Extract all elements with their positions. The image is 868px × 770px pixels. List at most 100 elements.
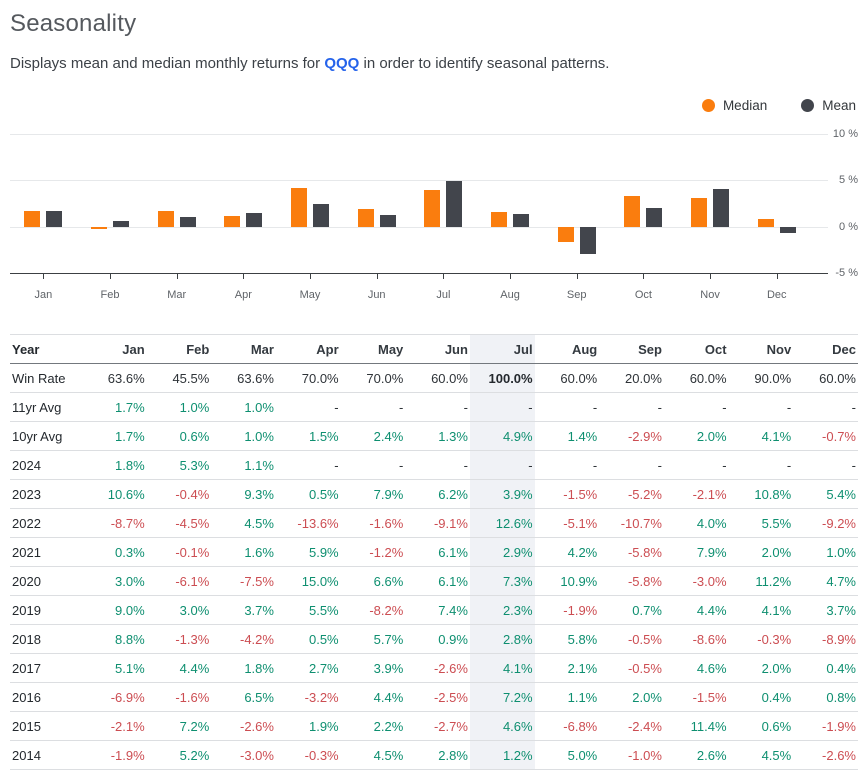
table-cell: 100.0% [469,363,535,393]
median-bar-apr[interactable] [224,215,241,227]
table-cell: 5.2% [146,740,212,770]
table-row-2022: 2022 -8.7% -4.5% 4.5% -13.6% -1.6% -9.1% 12.6% -… [10,508,858,538]
x-axis-tick [43,273,45,279]
x-axis-line [10,273,828,274]
table-cell: 0.6% [146,421,212,451]
x-axis-label-aug: Aug [500,289,520,301]
mean-bar-dec[interactable] [779,226,796,234]
col-header-may: May [340,334,406,364]
table-cell: 45.5% [146,363,212,393]
table-cell: -2.6% [793,740,858,770]
median-bar-feb[interactable] [91,226,107,230]
table-cell: 5.8% [534,624,600,654]
col-header-apr: Apr [275,334,341,364]
mean-bar-sep[interactable] [579,226,596,254]
table-cell: 5.3% [146,450,212,480]
y-axis-tick-label: 0 % [839,220,858,233]
x-axis-tick [510,273,512,279]
table-cell: 9.0% [82,595,147,625]
chart-y-axis: 10 % 5 % 0 % -5 % [816,128,858,279]
table-cell: 2.2% [340,711,406,741]
table-body: Win Rate 63.6% 45.5% 63.6% 70.0% 70.0% 60.0% 10… [10,363,858,770]
table-cell: 2.0% [728,537,794,567]
mean-bar-jul[interactable] [446,181,463,227]
x-axis-tick [376,273,378,279]
median-bar-dec[interactable] [757,219,774,227]
table-cell: - [340,450,406,480]
median-bar-sep[interactable] [557,226,574,243]
table-cell: 15.0% [275,566,341,596]
table-cell: -2.6% [211,711,276,741]
x-axis-tick [443,273,445,279]
median-bar-mar[interactable] [157,210,174,227]
x-axis-label-sep: Sep [566,289,587,301]
table-cell: 7.4% [405,595,470,625]
mean-bar-jan[interactable] [46,210,63,227]
table-cell: 2.9% [469,537,535,567]
row-label: 2016 [10,682,82,712]
col-header-year: Year [10,334,82,364]
row-label: 2017 [10,653,82,683]
mean-bar-oct[interactable] [646,208,663,227]
median-bar-nov[interactable] [691,197,708,227]
month-group-jul [410,134,477,279]
legend-item-median[interactable]: Median [701,98,768,113]
chart-x-axis: Jan Feb Mar Apr May Jun Jul Aug Sep Oct Nov Dec [10,289,810,301]
table-cell: 90.0% [728,363,794,393]
table-cell: 4.6% [469,711,535,741]
col-header-oct: Oct [663,334,729,364]
median-bar-jun[interactable] [357,209,374,227]
table-cell: 1.2% [469,740,535,770]
table-cell: 6.2% [405,479,470,509]
table-cell: -5.8% [599,537,664,567]
chart-legend: Median Mean [12,98,856,113]
table-cell: -1.6% [146,682,212,712]
mean-bar-nov[interactable] [713,188,730,227]
seasonality-page: Seasonality Displays mean and median mon… [0,10,868,770]
x-axis-label-may: May [299,289,321,301]
mean-bar-feb[interactable] [113,221,129,227]
table-cell: 4.0% [663,508,729,538]
table-cell: 0.4% [793,653,858,683]
median-bar-aug[interactable] [491,211,508,227]
table-cell: 1.0% [793,537,858,567]
table-cell: 2.0% [663,421,729,451]
table-row-11yr-avg: 11yr Avg 1.7% 1.0% 1.0% - - - - - - - - - [10,392,858,422]
median-bar-may[interactable] [291,187,308,227]
page-title: Seasonality [10,10,137,37]
legend-item-mean[interactable]: Mean [801,98,856,113]
col-header-feb: Feb [146,334,212,364]
ticker-link[interactable]: QQQ [324,55,360,72]
table-cell: 10.6% [82,479,147,509]
table-cell: - [599,450,664,480]
table-cell: 0.7% [599,595,664,625]
table-cell: -2.9% [599,421,664,451]
legend-label-median: Median [722,98,768,113]
table-row-2017: 2017 5.1% 4.4% 1.8% 2.7% 3.9% -2.6% 4.1% 2.1% -0.… [10,653,858,683]
table-row-2016: 2016 -6.9% -1.6% 6.5% -3.2% 4.4% -2.5% 7.2% 1.1%… [10,682,858,712]
table-cell: - [663,450,729,480]
table-cell: -4.5% [146,508,212,538]
median-bar-jan[interactable] [24,210,41,227]
table-cell: 4.5% [340,740,406,770]
table-cell: -0.3% [275,740,341,770]
table-cell: 60.0% [793,363,858,393]
median-bar-jul[interactable] [424,189,441,227]
table-cell: 4.4% [146,653,212,683]
table-cell: 5.0% [534,740,600,770]
median-bar-oct[interactable] [624,196,641,227]
mean-bar-aug[interactable] [513,213,530,227]
table-cell: 10.8% [728,479,794,509]
table-cell: 60.0% [534,363,600,393]
mean-bar-may[interactable] [313,204,330,227]
y-axis-tick-label: 10 % [832,128,858,140]
table-cell: -0.7% [793,421,858,451]
mean-bar-mar[interactable] [179,217,196,227]
table-row-2021: 2021 0.3% -0.1% 1.6% 5.9% -1.2% 6.1% 2.9% 4.2% -5… [10,537,858,567]
row-label: Win Rate [10,363,82,393]
mean-bar-jun[interactable] [379,214,396,227]
mean-bar-apr[interactable] [246,212,263,227]
month-group-feb [77,134,144,279]
x-axis-label-mar: Mar [167,289,187,301]
table-cell: -8.7% [82,508,147,538]
